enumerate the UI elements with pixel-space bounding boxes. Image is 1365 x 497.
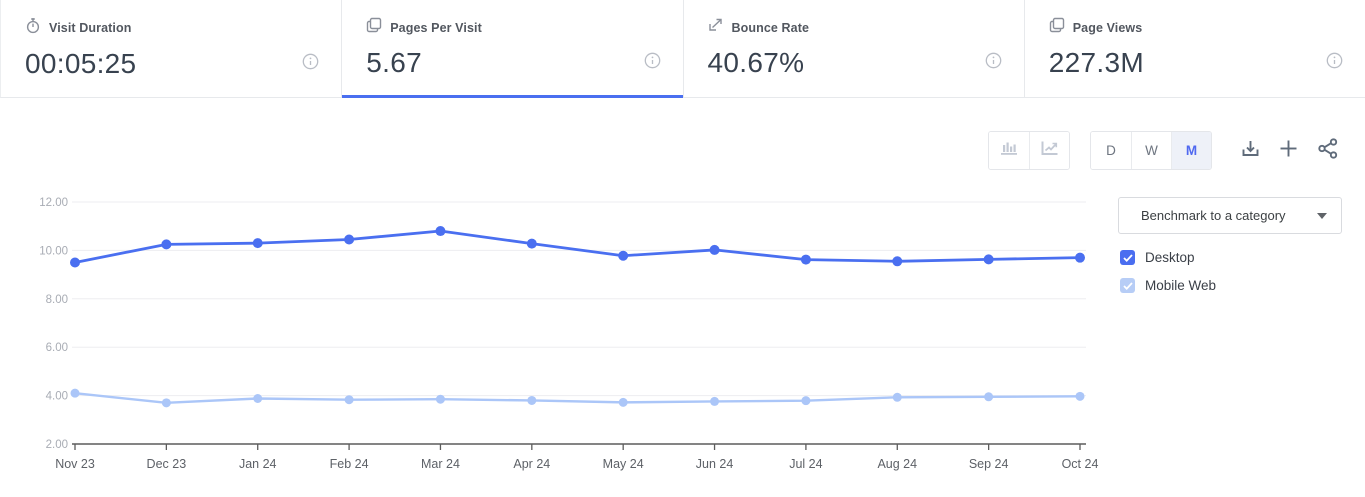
info-icon[interactable] [302, 53, 319, 75]
granularity-month-button[interactable]: M [1171, 132, 1211, 169]
data-point[interactable] [253, 394, 263, 404]
tab-value: 40.67% [707, 47, 805, 78]
x-axis-tick-label: Aug 24 [877, 457, 917, 471]
data-point[interactable] [435, 226, 446, 237]
legend-label: Mobile Web [1145, 278, 1217, 293]
tab-pages-per-visit[interactable]: Pages Per Visit 5.67 [341, 0, 683, 98]
granularity-week-button[interactable]: W [1131, 132, 1171, 169]
chart-section: D W M [0, 98, 1365, 496]
data-point[interactable] [344, 395, 354, 405]
y-axis-tick-label: 2.00 [46, 439, 68, 451]
data-point[interactable] [801, 396, 811, 406]
data-point[interactable] [252, 238, 263, 249]
share-icon [1317, 137, 1340, 164]
x-axis-tick-label: Dec 23 [147, 457, 187, 471]
data-point[interactable] [984, 392, 994, 402]
legend-label: Desktop [1145, 250, 1195, 265]
pages-icon [1049, 17, 1065, 38]
tab-label: Pages Per Visit [390, 20, 482, 35]
download-icon [1240, 138, 1261, 164]
tab-value: 227.3M [1048, 47, 1144, 78]
y-axis-tick-label: 8.00 [46, 294, 68, 306]
data-point[interactable] [344, 234, 355, 245]
bar-chart-icon [999, 139, 1019, 162]
desktop-checkbox[interactable] [1120, 250, 1135, 265]
data-point[interactable] [70, 388, 80, 398]
data-point[interactable] [161, 398, 171, 408]
tab-bounce-rate[interactable]: Bounce Rate 40.67% [682, 0, 1024, 97]
series-line-mobile-web [73, 391, 1082, 405]
benchmark-category-dropdown[interactable]: Benchmark to a category [1118, 197, 1342, 234]
mobile-web-checkbox[interactable] [1120, 278, 1135, 293]
data-point[interactable] [527, 395, 537, 405]
chart-legend: Desktop Mobile Web [1118, 250, 1342, 293]
x-axis-tick-label: May 24 [603, 457, 644, 471]
data-point[interactable] [983, 254, 994, 265]
data-point[interactable] [892, 256, 903, 267]
x-axis-tick-label: Jun 24 [696, 457, 734, 471]
bar-chart-button[interactable] [989, 132, 1029, 169]
legend-item-desktop[interactable]: Desktop [1120, 250, 1342, 265]
x-axis-tick-label: Oct 24 [1062, 457, 1099, 471]
trend-chart: 12.00 10.00 8.00 6.00 4.00 2.00 Nov 23 Dec 23 Ja… [30, 188, 1105, 488]
data-point[interactable] [1075, 391, 1085, 401]
tab-visit-duration[interactable]: Visit Duration 00:05:25 [1, 0, 341, 97]
trend-chart-svg: 12.00 10.00 8.00 6.00 4.00 2.00 Nov 23 Dec 23 Ja… [39, 197, 1099, 471]
y-axis-tick-label: 6.00 [46, 342, 68, 354]
chart-toolbar: D W M [988, 131, 1340, 170]
stopwatch-icon [25, 17, 41, 39]
tab-value: 5.67 [366, 47, 422, 78]
data-point[interactable] [435, 394, 445, 404]
data-point[interactable] [1075, 252, 1085, 263]
granularity-day-button[interactable]: D [1091, 132, 1131, 169]
check-icon [1122, 253, 1133, 262]
benchmark-dropdown-label: Benchmark to a category [1141, 208, 1286, 223]
y-axis-tick-label: 4.00 [46, 391, 68, 403]
data-point[interactable] [618, 250, 629, 261]
tab-page-views[interactable]: Page Views 227.3M [1023, 0, 1365, 97]
pages-icon [366, 17, 382, 38]
series-line-desktop [73, 229, 1082, 264]
x-axis-tick-label: Feb 24 [330, 457, 369, 471]
share-button[interactable] [1316, 137, 1340, 164]
tab-label: Visit Duration [49, 21, 132, 35]
x-axis-tick-label: Nov 23 [55, 457, 95, 471]
x-axis-tick-label: Jul 24 [789, 457, 822, 471]
data-point[interactable] [800, 254, 811, 265]
check-icon [1122, 281, 1133, 290]
download-button[interactable] [1238, 139, 1262, 163]
y-axis-tick-label: 10.00 [39, 245, 68, 257]
x-axis-tick-label: Jan 24 [239, 457, 277, 471]
x-axis-tick-label: Mar 24 [421, 457, 460, 471]
info-icon[interactable] [1326, 52, 1343, 74]
line-chart-icon [1040, 139, 1060, 162]
legend-item-mobile-web[interactable]: Mobile Web [1120, 278, 1342, 293]
data-point[interactable] [892, 392, 902, 402]
y-axis-tick-label: 12.00 [39, 197, 68, 209]
add-compare-button[interactable] [1276, 139, 1300, 163]
chart-side-panel: Benchmark to a category Desktop Mobile W… [1118, 197, 1342, 293]
data-point[interactable] [70, 257, 80, 268]
metric-tab-bar: Visit Duration 00:05:25 Pages Per Visit … [0, 0, 1365, 98]
line-chart-button[interactable] [1029, 132, 1069, 169]
data-point[interactable] [618, 397, 628, 407]
plus-icon [1278, 138, 1299, 164]
data-point[interactable] [526, 238, 537, 249]
bounce-arrow-icon [708, 17, 724, 38]
info-icon[interactable] [644, 52, 661, 74]
chart-type-toggle [988, 131, 1070, 170]
granularity-toggle: D W M [1090, 131, 1212, 170]
data-point[interactable] [161, 239, 172, 250]
x-axis-tick-label: Sep 24 [969, 457, 1009, 471]
tab-value: 00:05:25 [25, 48, 137, 79]
chevron-down-icon [1317, 212, 1327, 219]
x-axis-tick-label: Apr 24 [513, 457, 550, 471]
tab-label: Bounce Rate [731, 20, 810, 35]
info-icon[interactable] [985, 52, 1002, 74]
data-point[interactable] [710, 396, 720, 406]
data-point[interactable] [709, 244, 720, 255]
tab-label: Page Views [1072, 20, 1143, 35]
